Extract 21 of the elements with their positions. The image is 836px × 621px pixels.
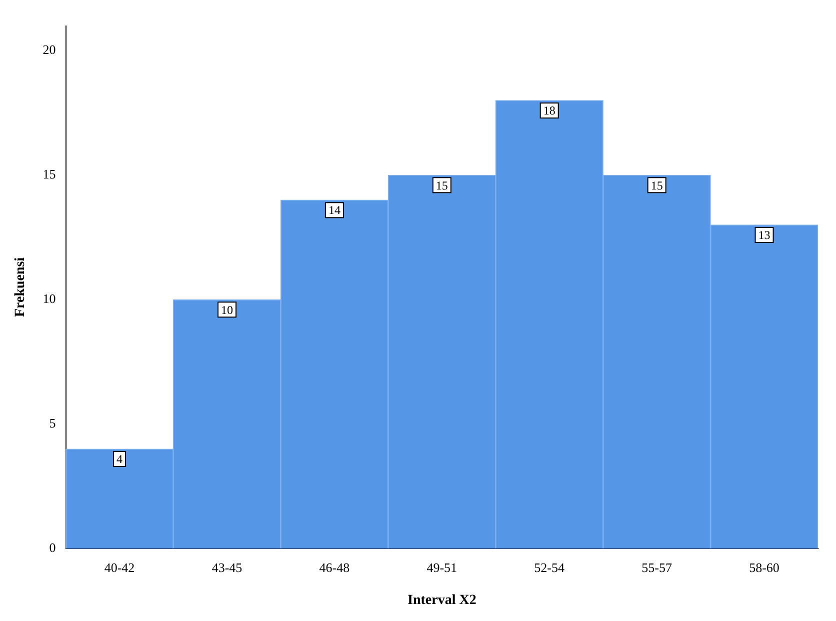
x-tick-label: 46-48	[319, 560, 350, 575]
x-tick-label: 40-42	[104, 560, 135, 575]
y-tick-label: 15	[42, 166, 56, 182]
data-label: 10	[220, 302, 233, 317]
data-label: 18	[543, 104, 556, 118]
x-tick-label: 43-45	[212, 560, 242, 575]
y-tick-label: 20	[42, 42, 56, 58]
y-axis-title: Frekuensi	[13, 257, 28, 318]
x-tick-label: 58-60	[749, 560, 780, 575]
y-tick-label: 5	[49, 416, 56, 431]
y-tick-label: 10	[42, 291, 56, 306]
data-label: 14	[328, 203, 340, 218]
data-label: 4	[116, 452, 123, 466]
x-axis-title: Interval X2	[407, 593, 476, 608]
data-label: 15	[436, 178, 448, 192]
x-tick-label: 49-51	[426, 560, 458, 575]
x-tick-label: 52-54	[534, 560, 566, 575]
data-label: 15	[650, 178, 663, 192]
data-label: 13	[758, 228, 770, 242]
y-tick-label: 0	[49, 540, 56, 556]
x-tick-label: 55-57	[642, 560, 672, 575]
